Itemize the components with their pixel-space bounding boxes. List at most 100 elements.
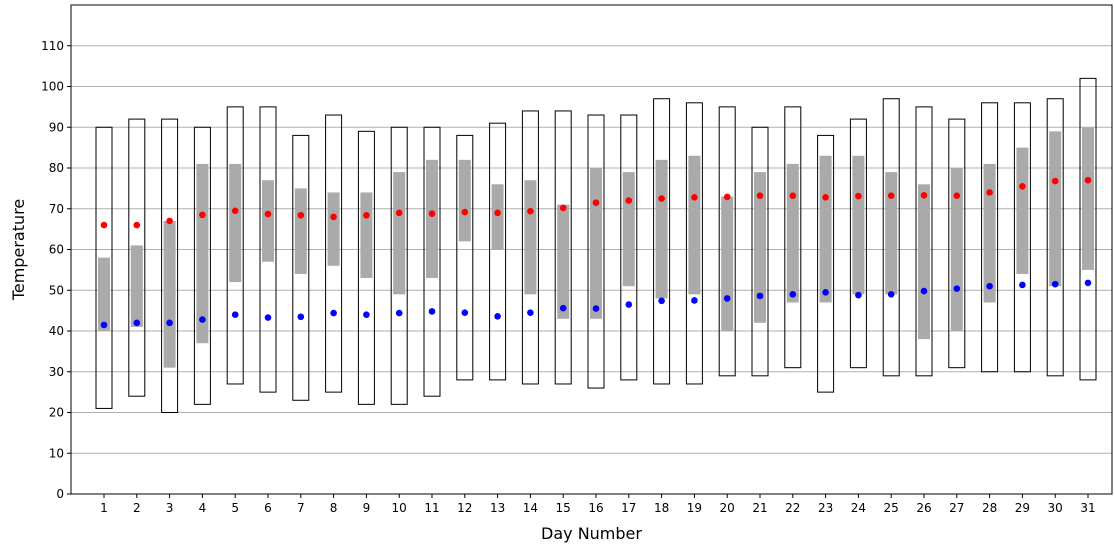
average-high-point [166,217,173,225]
average-low-point [428,308,436,315]
average-low-point [231,311,239,319]
record-range-box [784,106,802,369]
actual-range-bar [262,180,274,262]
y-tick-label: 40 [49,324,64,338]
average-high-point [100,221,108,229]
average-low-point [297,313,305,321]
record-range-box [1013,102,1031,373]
average-low-point [330,309,337,317]
average-high-point [428,210,436,217]
y-tick-label: 50 [49,283,64,297]
x-tick-label: 7 [297,501,305,515]
x-tick-label: 21 [752,501,767,515]
x-tick-label: 9 [363,501,371,515]
y-tick-label: 80 [49,161,64,175]
average-high-point [231,207,239,215]
average-high-point [789,192,797,200]
average-low-point [887,291,895,298]
record-range-box [554,110,572,385]
average-low-point [363,311,370,319]
record-range-box [685,102,703,385]
record-range-box [849,118,867,369]
y-tick-label: 20 [49,406,64,420]
record-range-box [882,98,900,377]
actual-range-bar [229,163,242,283]
average-low-point [789,291,797,298]
actual-range-bar [983,163,996,303]
average-high-point [494,209,501,217]
x-tick-label: 29 [1015,501,1030,515]
average-low-point [822,288,829,296]
average-high-point [330,213,337,221]
average-low-point [691,297,698,304]
record-range-box [587,114,605,389]
average-high-point [559,204,567,212]
average-high-point [264,210,272,218]
actual-range-bar [655,159,668,299]
x-tick-label: 8 [330,501,338,515]
record-range-box [95,126,113,409]
record-range-box [423,126,441,397]
average-high-point [658,195,665,202]
x-tick-label: 1 [100,501,108,515]
record-range-box [620,114,638,381]
actual-range-bar [196,163,209,344]
record-range-box [489,122,507,381]
x-tick-label: 15 [556,501,571,515]
record-range-box [128,118,146,397]
average-low-point [1019,281,1026,289]
actual-range-bar [458,159,471,242]
record-range-box [653,98,671,385]
average-high-point [920,192,928,199]
average-high-point [1084,176,1092,184]
average-low-point [756,292,764,300]
actual-range-bar [491,184,504,250]
average-low-point [559,304,567,312]
actual-range-bar [819,155,832,303]
x-tick-label: 2 [133,501,141,515]
x-tick-label: 31 [1080,501,1095,515]
average-high-point [887,192,895,200]
record-range-box [1079,77,1097,381]
x-tick-label: 12 [457,501,472,515]
average-high-point [986,189,993,196]
actual-range-bar [327,192,340,266]
y-tick-label: 10 [49,446,64,460]
x-tick-label: 23 [818,501,833,515]
record-range-box [193,126,211,405]
average-high-point [363,211,370,219]
x-tick-label: 5 [231,501,239,515]
record-range-box [521,110,539,385]
x-tick-label: 14 [523,501,538,515]
x-tick-label: 26 [916,501,931,515]
actual-range-bar [1082,127,1094,270]
average-low-point [986,282,993,290]
actual-range-bar [885,172,898,295]
average-low-point [723,295,731,302]
record-range-box [751,126,769,377]
x-tick-label: 25 [884,501,899,515]
record-range-box [915,106,933,377]
record-range-box [718,106,736,377]
record-range-box [1046,98,1064,377]
average-low-points [100,279,1092,329]
x-tick-label: 6 [264,501,272,515]
actual-range-bar [754,172,766,323]
actual-range-bar [130,245,143,327]
actual-range-bar [622,172,635,287]
average-low-point [100,321,108,329]
average-low-point [494,313,501,320]
average-high-point [461,208,469,216]
x-tick-label: 3 [166,501,174,515]
x-tick-label: 13 [490,501,505,515]
y-tick-label: 110 [41,39,64,53]
actual-range-bar [1049,131,1062,287]
actual-range-bar [426,159,438,279]
y-axis-ticks: 0 10 20 30 40 50 60 70 80 90 100 110 [41,39,71,501]
record-range-box [226,106,244,385]
average-high-point [953,192,961,200]
actual-range-bar [590,168,602,319]
x-tick-label: 27 [949,501,964,515]
actual-range-bar [918,184,930,340]
